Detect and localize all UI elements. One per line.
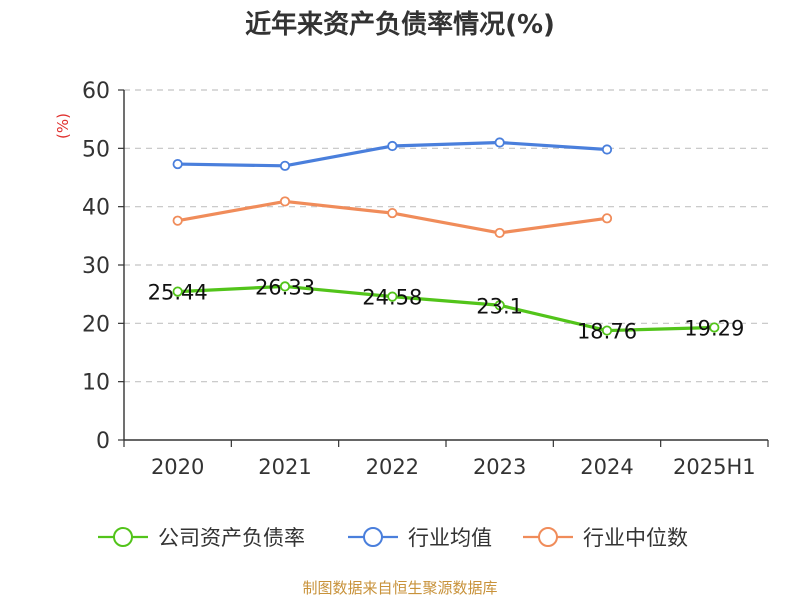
data-point — [387, 140, 398, 152]
y-tick-label: 40 — [82, 196, 110, 221]
data-point — [172, 215, 183, 226]
data-label: 19.29 — [684, 316, 744, 340]
legend-marker — [113, 527, 133, 547]
x-tick-label: 2021 — [258, 455, 311, 479]
data-label: 23.1 — [476, 294, 523, 318]
legend-label: 行业均值 — [408, 526, 492, 550]
legend: 公司资产负债率 行业均值 行业中位数 — [98, 526, 688, 550]
y-tick-label: 0 — [96, 429, 110, 454]
y-tick-label: 20 — [82, 312, 110, 337]
legend-marker — [363, 527, 383, 547]
data-label: 26.33 — [255, 275, 315, 299]
axes — [118, 89, 769, 447]
legend-label: 行业中位数 — [583, 526, 688, 550]
data-label: 25.44 — [148, 281, 208, 305]
series-points — [172, 137, 720, 336]
data-point — [494, 300, 505, 311]
data-point — [709, 322, 720, 333]
x-tick-label: 2022 — [366, 455, 419, 479]
y-axis-unit: (%) — [54, 113, 72, 139]
x-tick-label: 2024 — [580, 455, 633, 479]
y-tick-label: 50 — [82, 137, 110, 162]
data-point — [387, 291, 398, 302]
grid-lines — [124, 89, 768, 383]
y-tick-label: 30 — [82, 254, 110, 279]
data-labels: 25.44 26.33 24.58 23.1 18.76 19.29 — [148, 275, 745, 343]
series-lines — [176, 140, 716, 333]
data-point — [494, 137, 505, 148]
legend-label: 公司资产负债率 — [158, 526, 305, 550]
data-point — [601, 213, 613, 224]
data-point — [494, 227, 505, 239]
data-point — [601, 144, 613, 155]
y-tick-label: 10 — [82, 371, 110, 396]
chart-title: 近年来资产负债率情况(%) — [245, 9, 555, 40]
x-tick-label: 2020 — [151, 455, 204, 479]
data-label: 24.58 — [362, 286, 422, 310]
y-tick-labels: 0 10 20 30 40 50 60 — [82, 79, 110, 454]
legend-marker — [538, 527, 558, 547]
data-point — [387, 207, 398, 219]
x-tick-labels: 2020 2021 2022 2023 2024 2025H1 — [151, 455, 756, 479]
x-tick-label: 2023 — [473, 455, 526, 479]
source-note: 制图数据来自恒生聚源数据库 — [302, 579, 497, 597]
y-tick-label: 60 — [82, 79, 110, 104]
x-tick-label: 2025H1 — [673, 455, 756, 479]
data-point — [279, 281, 291, 292]
data-point — [172, 286, 183, 297]
data-point — [279, 160, 291, 171]
data-point — [279, 196, 291, 207]
data-point — [172, 158, 183, 170]
series-line — [176, 284, 716, 333]
data-point — [601, 325, 613, 336]
data-label: 18.76 — [577, 320, 637, 344]
